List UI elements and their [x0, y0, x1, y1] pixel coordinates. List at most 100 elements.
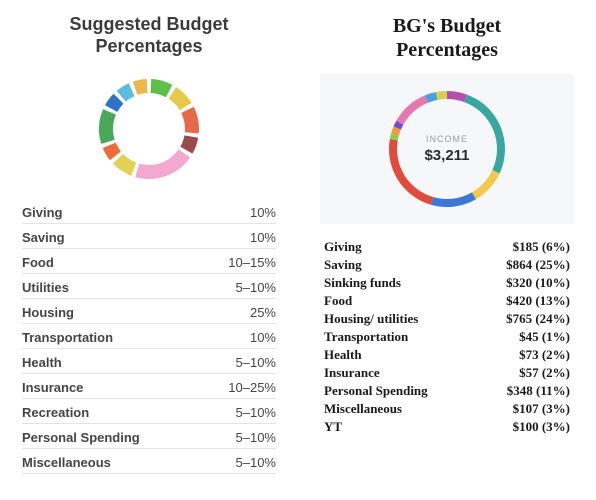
- donut-segment: [105, 94, 123, 112]
- bg-row-value: $185 (6%): [513, 239, 570, 255]
- suggested-budget-panel: Suggested BudgetPercentages Giving10%Sav…: [0, 0, 298, 500]
- row-divider: [22, 473, 276, 474]
- suggested-row-value: 5–10%: [236, 455, 276, 470]
- bg-row: Housing/ utilities$765 (24%): [324, 310, 570, 328]
- suggested-row-label: Transportation: [22, 330, 113, 345]
- row-divider: [22, 448, 276, 449]
- suggested-row-label: Housing: [22, 305, 74, 320]
- suggested-row: Utilities 5–10%: [22, 278, 276, 296]
- donut-segment: [135, 150, 190, 180]
- bg-row-value: $420 (13%): [506, 293, 570, 309]
- suggested-row-value: 5–10%: [236, 280, 276, 295]
- bg-row-value: $320 (10%): [506, 275, 570, 291]
- suggested-donut-wrap: [22, 69, 276, 189]
- row-divider: [22, 223, 276, 224]
- suggested-row: Insurance10–25%: [22, 378, 276, 396]
- donut-segment: [99, 109, 116, 144]
- suggested-row-value: 5–10%: [236, 430, 276, 445]
- bg-list: Giving$185 (6%)Saving$864 (25%)Sinking f…: [320, 238, 574, 436]
- suggested-row-label: Saving: [22, 230, 65, 245]
- row-divider: [22, 273, 276, 274]
- donut-segment: [436, 91, 447, 100]
- donut-segment: [103, 143, 121, 161]
- bg-title: BG's BudgetPercentages: [320, 14, 574, 62]
- suggested-row-label: Health: [22, 355, 62, 370]
- donut-segment: [396, 95, 427, 124]
- bg-row-label: Giving: [324, 239, 362, 255]
- bg-donut-chart: INCOME $3,211: [377, 84, 517, 214]
- bg-row: Personal Spending $348 (11%): [324, 382, 570, 400]
- suggested-row-label: Utilities: [22, 280, 69, 295]
- suggested-row: Recreation 5–10%: [22, 403, 276, 421]
- bg-row-value: $107 (3%): [513, 401, 570, 417]
- bg-title-text: BG's BudgetPercentages: [393, 15, 501, 61]
- suggested-row: Food 10–15%: [22, 253, 276, 271]
- bg-row-label: Food: [324, 293, 352, 309]
- income-value: $3,211: [424, 147, 469, 164]
- suggested-title: Suggested BudgetPercentages: [22, 14, 276, 57]
- suggested-row-label: Giving: [22, 205, 62, 220]
- donut-segment: [181, 107, 199, 134]
- suggested-row-label: Food: [22, 255, 54, 270]
- bg-row: Health $73 (2%): [324, 346, 570, 364]
- bg-row: YT$100 (3%): [324, 418, 570, 436]
- suggested-row-label: Personal Spending: [22, 430, 140, 445]
- suggested-row: Saving 10%: [22, 228, 276, 246]
- bg-row-label: Transportation: [324, 329, 408, 345]
- suggested-row: Personal Spending 5–10%: [22, 428, 276, 446]
- suggested-row-value: 5–10%: [236, 405, 276, 420]
- bg-row: Food $420 (13%): [324, 292, 570, 310]
- bg-row: Sinking funds $320 (10%): [324, 274, 570, 292]
- bg-row: Saving $864 (25%): [324, 256, 570, 274]
- bg-row-label: Personal Spending: [324, 383, 428, 399]
- donut-segment: [180, 136, 198, 154]
- suggested-row-value: 5–10%: [236, 355, 276, 370]
- row-divider: [22, 423, 276, 424]
- bg-row-label: Saving: [324, 257, 362, 273]
- suggested-row-value: 10–15%: [228, 255, 276, 270]
- suggested-donut-chart: [89, 69, 209, 189]
- bg-row-value: $45 (1%): [519, 329, 570, 345]
- bg-row-value: $57 (2%): [519, 365, 570, 381]
- bg-row-label: Sinking funds: [324, 275, 401, 291]
- donut-segment: [169, 87, 192, 110]
- donut-segment: [113, 154, 136, 176]
- donut-segment: [133, 79, 148, 95]
- suggested-row: Health 5–10%: [22, 353, 276, 371]
- bg-row: Miscellaneous $107 (3%): [324, 400, 570, 418]
- suggested-row: Housing 25%: [22, 303, 276, 321]
- bg-row: Giving $185 (6%): [324, 238, 570, 256]
- bg-row: Transportation $45 (1%): [324, 328, 570, 346]
- income-label: INCOME: [426, 134, 468, 144]
- donut-segment: [431, 192, 476, 207]
- suggested-row-value: 10%: [250, 230, 276, 245]
- bg-row-label: Miscellaneous: [324, 401, 402, 417]
- suggested-row: Giving 10%: [22, 203, 276, 221]
- bg-budget-panel: BG's BudgetPercentages INCOME $3,211 Givi…: [298, 0, 596, 500]
- bg-row-value: $73 (2%): [519, 347, 570, 363]
- bg-row-value: $864 (25%): [506, 257, 570, 273]
- suggested-row-value: 25%: [250, 305, 276, 320]
- row-divider: [22, 298, 276, 299]
- suggested-list: Giving 10% Saving 10% Food 10–15% Utilities 5–1…: [22, 203, 276, 478]
- bg-donut-wrap: INCOME $3,211: [320, 74, 574, 224]
- bg-row: Insurance $57 (2%): [324, 364, 570, 382]
- row-divider: [22, 398, 276, 399]
- suggested-title-line1: Suggested BudgetPercentages: [69, 14, 228, 56]
- donut-segment: [151, 79, 173, 97]
- row-divider: [22, 248, 276, 249]
- bg-row-label: Housing/ utilities: [324, 311, 418, 327]
- suggested-row-label: Miscellaneous: [22, 455, 111, 470]
- bg-row-label: YT: [324, 419, 342, 435]
- suggested-row-value: 10%: [250, 330, 276, 345]
- suggested-row: Transportation 10%: [22, 328, 276, 346]
- donut-segment: [464, 95, 505, 174]
- bg-row-label: Health: [324, 347, 362, 363]
- row-divider: [22, 323, 276, 324]
- bg-row-value: $348 (11%): [507, 383, 570, 399]
- suggested-row: Miscellaneous 5–10%: [22, 453, 276, 471]
- bg-row-label: Insurance: [324, 365, 380, 381]
- suggested-row-value: 10%: [250, 205, 276, 220]
- donut-segment: [117, 83, 135, 101]
- suggested-row-label: Recreation: [22, 405, 89, 420]
